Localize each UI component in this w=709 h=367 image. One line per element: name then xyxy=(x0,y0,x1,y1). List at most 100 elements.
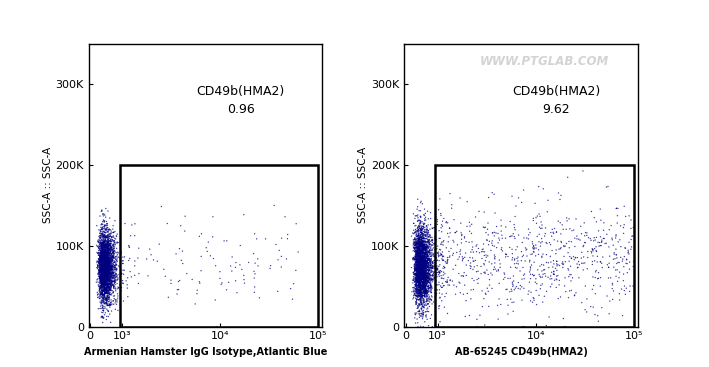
Point xyxy=(410,267,421,273)
Point xyxy=(422,259,433,265)
Point xyxy=(415,284,426,290)
Point xyxy=(564,245,575,251)
Point xyxy=(564,216,575,222)
Point xyxy=(103,269,114,275)
Point xyxy=(419,293,430,299)
Point xyxy=(101,269,112,275)
Point xyxy=(510,203,522,209)
Point xyxy=(95,275,106,280)
Point xyxy=(100,260,111,266)
Point xyxy=(410,287,421,293)
Point xyxy=(108,262,119,268)
Point xyxy=(421,269,432,275)
Point xyxy=(101,270,113,276)
Point xyxy=(411,271,423,277)
Point xyxy=(411,294,423,300)
Point xyxy=(102,268,113,273)
Point xyxy=(546,281,557,287)
Point xyxy=(412,276,423,282)
Point xyxy=(526,262,537,268)
Point xyxy=(99,253,110,259)
Point xyxy=(96,274,108,280)
Point xyxy=(102,259,113,265)
Point xyxy=(412,233,423,239)
Point xyxy=(100,260,111,266)
Point xyxy=(418,250,429,255)
Point xyxy=(96,236,107,242)
Point xyxy=(101,273,113,279)
Point xyxy=(96,291,108,297)
Point xyxy=(98,276,109,282)
Point xyxy=(414,251,425,257)
Point xyxy=(413,283,425,288)
Point xyxy=(627,225,639,230)
Point xyxy=(99,264,110,270)
Point xyxy=(411,264,423,270)
Point xyxy=(103,274,114,280)
Point xyxy=(424,276,435,281)
Point xyxy=(106,251,117,257)
Point xyxy=(419,289,430,295)
Point xyxy=(104,258,116,264)
Point xyxy=(101,238,113,244)
Point xyxy=(413,268,424,274)
Point xyxy=(290,268,301,273)
Point xyxy=(96,270,108,276)
Point xyxy=(544,240,555,246)
Point xyxy=(412,264,423,270)
Point xyxy=(415,219,427,225)
Point xyxy=(97,272,108,278)
Point xyxy=(421,250,432,256)
Point xyxy=(117,267,128,273)
Point xyxy=(413,238,424,244)
Point xyxy=(413,279,424,285)
Point xyxy=(410,312,421,317)
Point xyxy=(413,292,425,298)
Point xyxy=(105,264,116,270)
Point xyxy=(415,261,426,267)
Point xyxy=(239,280,250,286)
Point xyxy=(100,274,111,280)
Point xyxy=(417,261,428,267)
Point xyxy=(103,268,114,274)
Point xyxy=(99,247,111,252)
Point xyxy=(106,274,118,280)
Point xyxy=(103,246,114,252)
Point xyxy=(419,260,430,266)
Point xyxy=(416,263,428,269)
Point xyxy=(102,272,113,278)
Point xyxy=(101,264,112,270)
Point xyxy=(416,273,428,279)
Point xyxy=(414,273,425,279)
Point xyxy=(103,234,114,240)
Point xyxy=(618,222,630,228)
Point xyxy=(106,263,118,269)
Point xyxy=(100,226,111,232)
Point xyxy=(101,270,112,276)
Point xyxy=(99,242,110,248)
Point xyxy=(95,239,106,245)
Point xyxy=(99,287,111,292)
Point xyxy=(99,227,111,233)
Point xyxy=(96,261,108,267)
Point xyxy=(467,266,479,272)
Point xyxy=(102,265,113,271)
Point xyxy=(102,289,113,295)
Point xyxy=(96,256,108,262)
Point xyxy=(94,230,106,236)
Point xyxy=(423,271,435,277)
Point xyxy=(596,265,608,270)
Point xyxy=(95,250,106,255)
Point xyxy=(420,288,431,294)
Point xyxy=(103,288,114,294)
Point xyxy=(106,235,117,241)
Point xyxy=(412,243,423,249)
Point xyxy=(486,190,498,196)
Point xyxy=(414,259,425,265)
Point xyxy=(99,247,111,253)
Point xyxy=(413,223,425,229)
Point xyxy=(107,246,118,251)
Point xyxy=(103,249,114,255)
Point xyxy=(433,207,445,212)
Point xyxy=(418,245,429,251)
